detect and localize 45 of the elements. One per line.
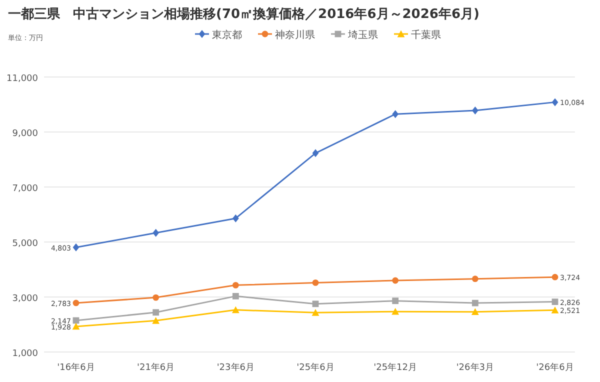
point: [552, 298, 558, 305]
y-tick-label: 7,000: [12, 184, 38, 194]
point: [152, 316, 160, 324]
point: [232, 292, 239, 300]
x-tick-label: '16年6月: [57, 362, 95, 373]
point: [152, 228, 160, 237]
point: [552, 98, 558, 106]
y-tick-label: 3,000: [12, 294, 38, 304]
point: [152, 294, 160, 301]
y-tick-label: 5,000: [12, 239, 38, 249]
x-tick-label: '21年6月: [137, 362, 175, 373]
point: [72, 243, 80, 252]
point: [72, 300, 80, 306]
point: [312, 280, 319, 286]
point: [232, 214, 239, 222]
point: [312, 149, 319, 158]
x-tick-label: '25年6月: [296, 362, 334, 373]
y-tick-label: 9,000: [12, 129, 38, 139]
point: [392, 277, 399, 284]
point: [72, 322, 80, 330]
point: [232, 306, 240, 314]
point: [551, 306, 559, 314]
legend-label: 神奈川県: [275, 29, 315, 41]
point: [232, 282, 239, 288]
chart-title: 一都三県 中古マンション相場推移(70㎡換算価格／2016年6月～2026年6月): [8, 7, 480, 22]
point: [392, 110, 399, 118]
point: [472, 276, 478, 282]
point: [152, 309, 160, 316]
point: [472, 106, 478, 115]
x-tick-label: '26年3月: [456, 362, 494, 373]
point: [312, 308, 320, 316]
legend-label: 千葉県: [411, 29, 441, 41]
legend-label: 埼玉県: [347, 29, 378, 41]
y-tick-label: 1,000: [12, 349, 38, 359]
x-tick-label: '25年12月: [374, 362, 418, 373]
x-tick-label: '26年6月: [536, 362, 574, 373]
point: [472, 300, 478, 306]
point: [312, 300, 319, 308]
y-tick-label: 11,000: [6, 74, 38, 84]
point: [471, 308, 479, 316]
x-tick-label: '23年6月: [216, 362, 254, 373]
point: [392, 308, 400, 315]
point: [552, 274, 558, 280]
legend-label: 東京都: [212, 29, 242, 41]
point: [392, 298, 399, 304]
